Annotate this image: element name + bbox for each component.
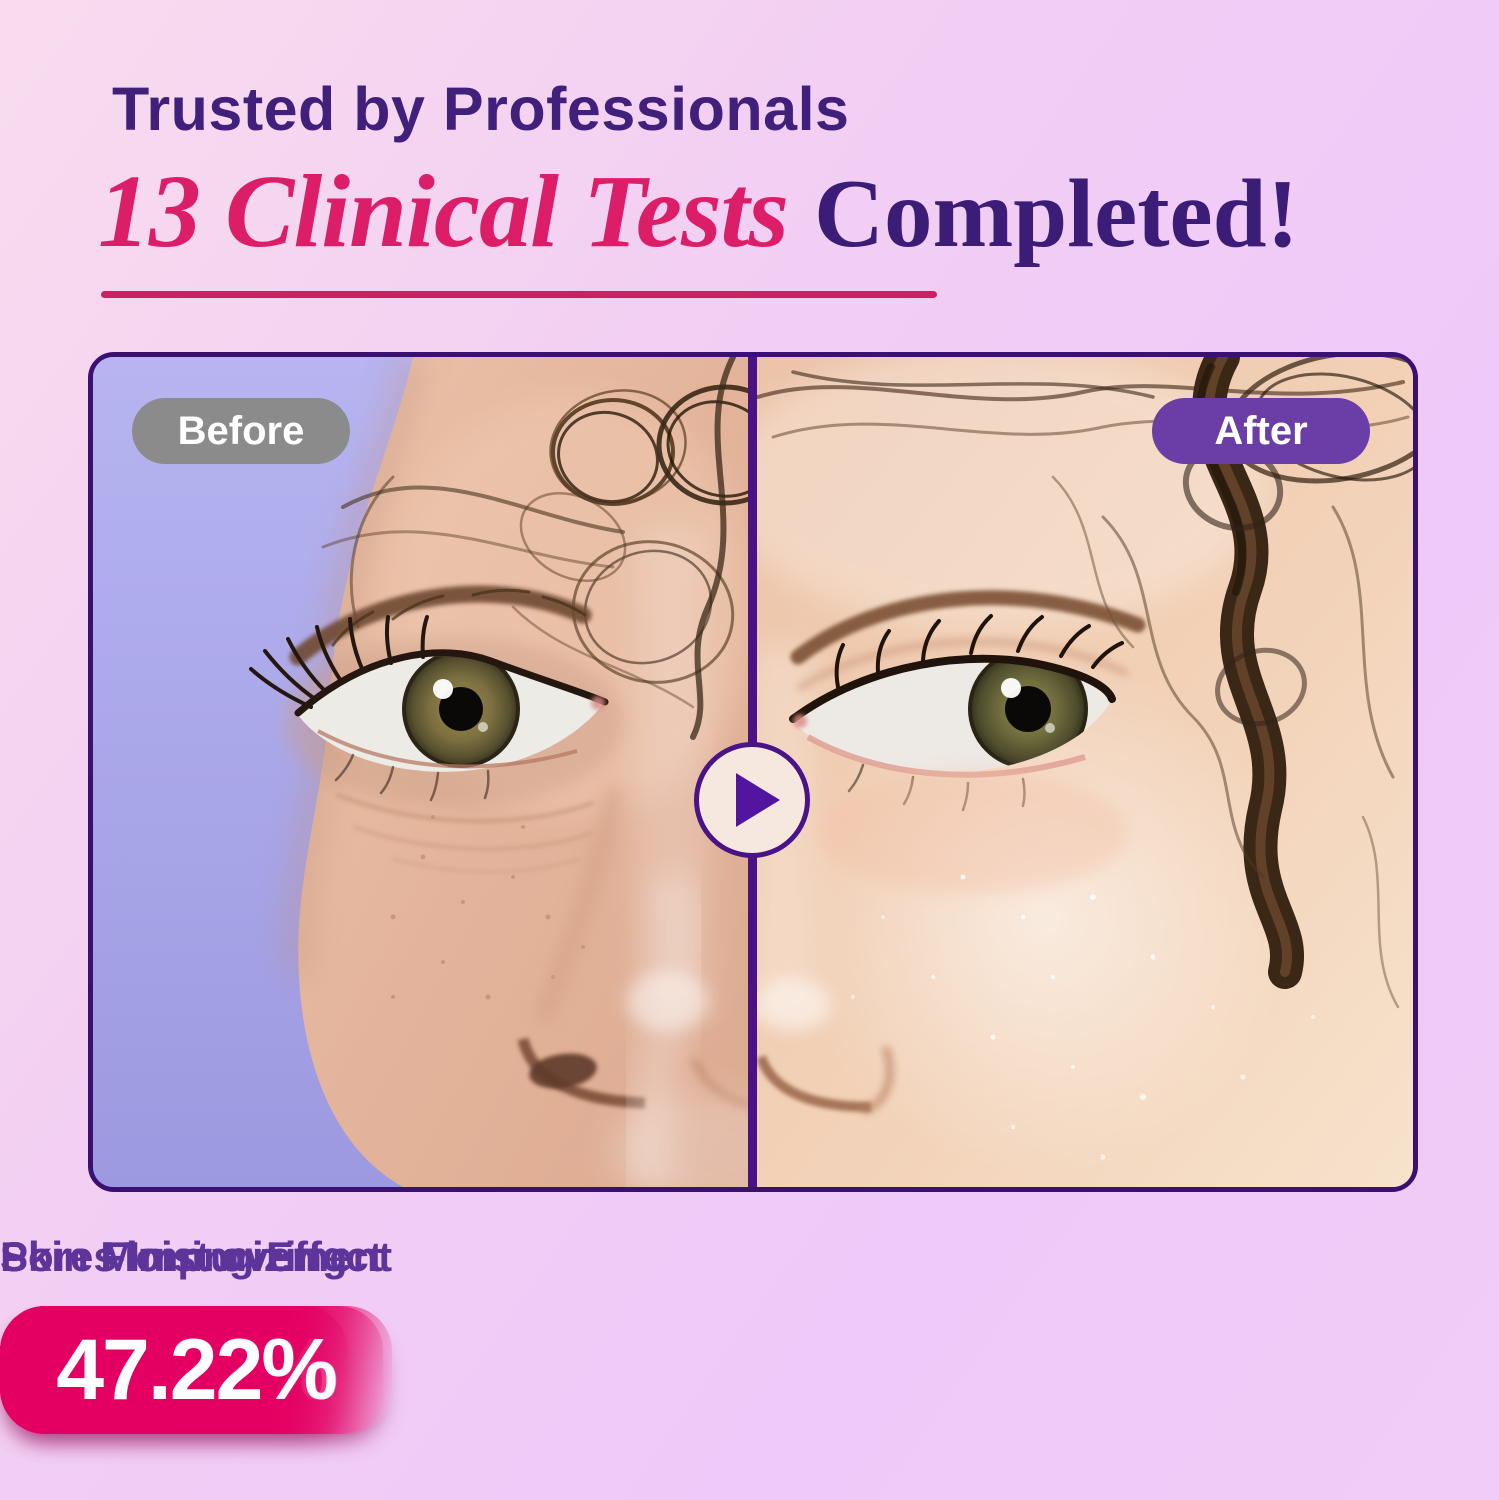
before-panel-art [93, 357, 753, 1187]
before-badge: Before [132, 398, 350, 464]
before-after-photo [93, 357, 1413, 1187]
headline: 13 Clinical Tests Completed! [98, 152, 1299, 271]
before-badge-label: Before [177, 408, 305, 453]
face-comparison-illustration [93, 357, 1413, 1187]
eyebrow-title: Trusted by Professionals [112, 75, 850, 143]
after-badge: After [1152, 398, 1370, 464]
after-badge-label: After [1214, 408, 1308, 453]
headline-rest: Completed! [813, 160, 1299, 267]
before-after-frame: Before After [88, 352, 1418, 1192]
before-hair [321, 357, 753, 740]
sparkles [851, 874, 1315, 1160]
stat-label: Skin Moisturizing [0, 1233, 348, 1280]
stat-label: Skin Firming Effect [0, 1233, 383, 1280]
play-button[interactable] [694, 742, 810, 858]
after-panel-art [748, 357, 1413, 1187]
stat-label: Pores Improvement [0, 1233, 393, 1280]
stat-pores-improvement: Pores Improvement 47.22% [0, 1232, 393, 1434]
stat-pill: 47.22% [0, 1306, 393, 1434]
headline-underline [101, 291, 937, 298]
play-icon [736, 773, 780, 827]
headline-accent: 13 Clinical Tests [98, 154, 789, 269]
stat-value: 47.22% [56, 1321, 338, 1418]
